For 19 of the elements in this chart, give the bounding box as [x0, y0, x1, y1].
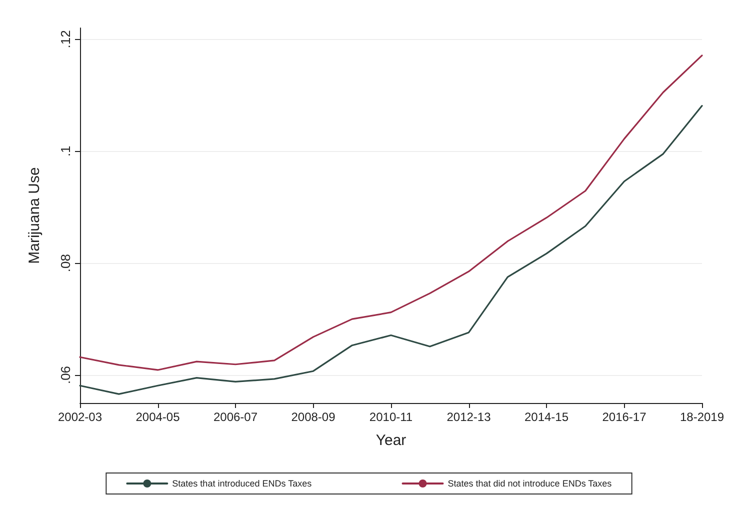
x-tick-label: 2012-13: [446, 410, 492, 424]
x-tick-label: 2008-09: [291, 410, 336, 424]
x-tick-label: 2016-17: [602, 410, 647, 424]
x-tick-label: 2014-15: [524, 410, 569, 424]
y-tick-label: .06: [58, 366, 73, 384]
y-tick-label: .12: [58, 30, 73, 48]
line-series: [79, 105, 703, 395]
x-tick-label: 2006-07: [213, 410, 258, 424]
x-tick-label: 2010-11: [369, 410, 413, 424]
y-tick-label: .1: [58, 146, 73, 157]
legend-label: States that introduced ENDs Taxes: [172, 478, 312, 488]
x-tick-label: 2002-03: [58, 410, 102, 424]
x-tick-label: 18-2019: [680, 410, 724, 424]
y-axis-title: Marijuana Use: [26, 167, 43, 264]
x-axis-title: Year: [376, 432, 406, 449]
legend-label: States that did not introduce ENDs Taxes: [448, 478, 612, 488]
line-series: [79, 54, 703, 371]
x-tick-label: 2004-05: [136, 410, 180, 424]
y-tick-label: .08: [58, 254, 73, 272]
